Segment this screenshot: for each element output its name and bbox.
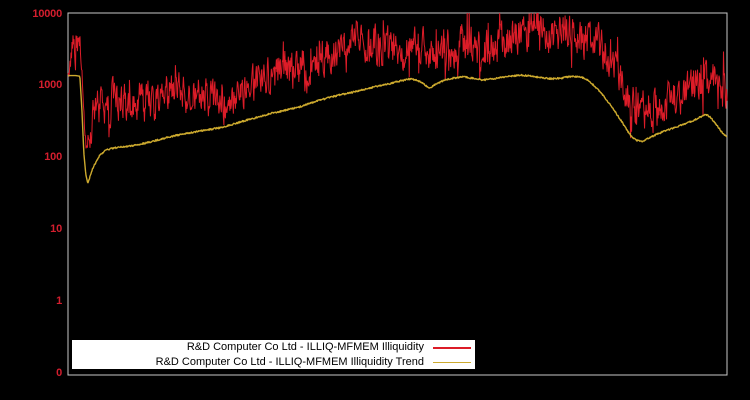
plot-frame xyxy=(67,12,728,376)
series-line-illiquidity xyxy=(67,12,728,149)
y-tick-label-1000: 1000 xyxy=(38,79,62,91)
y-tick-label-10000: 10000 xyxy=(32,8,62,20)
series-line-illiquidity-trend xyxy=(67,73,728,184)
y-tick-label-1: 1 xyxy=(56,295,62,307)
y-tick-label-10: 10 xyxy=(50,223,62,235)
legend-entry-illiquidity[interactable]: R&D Computer Co Ltd - ILLIQ-MFMEM Illiqu… xyxy=(72,340,475,355)
legend-swatch-illiquidity xyxy=(433,340,471,354)
legend-swatch-illiquidity-trend xyxy=(433,355,471,369)
chart-legend[interactable]: R&D Computer Co Ltd - ILLIQ-MFMEM Illiqu… xyxy=(72,340,475,369)
y-tick-label-0: 0 xyxy=(56,367,62,379)
legend-label-illiquidity-trend: R&D Computer Co Ltd - ILLIQ-MFMEM Illiqu… xyxy=(155,355,424,368)
series-layer xyxy=(67,12,728,184)
y-tick-label-100: 100 xyxy=(44,151,62,163)
legend-label-illiquidity: R&D Computer Co Ltd - ILLIQ-MFMEM Illiqu… xyxy=(186,341,424,354)
legend-entry-illiquidity-trend[interactable]: R&D Computer Co Ltd - ILLIQ-MFMEM Illiqu… xyxy=(72,355,475,370)
